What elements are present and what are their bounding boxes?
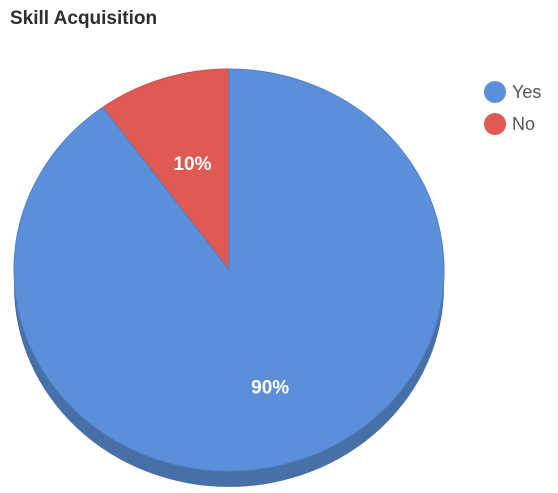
data-label-yes: 90% <box>251 378 289 399</box>
legend-label-yes: Yes <box>512 81 542 102</box>
legend-item-yes[interactable]: Yes <box>484 76 541 108</box>
legend-swatch-yes <box>484 81 506 103</box>
pie-slice-yes[interactable] <box>13 68 445 472</box>
chart-title: Skill Acquisition <box>10 8 158 29</box>
legend-swatch-no <box>484 113 506 135</box>
pie-slice-no[interactable] <box>101 68 230 272</box>
legend-label-no: No <box>512 113 536 134</box>
legend-item-no[interactable]: No <box>484 108 541 140</box>
data-label-no: 10% <box>173 154 211 175</box>
legend: Yes No <box>484 76 541 140</box>
